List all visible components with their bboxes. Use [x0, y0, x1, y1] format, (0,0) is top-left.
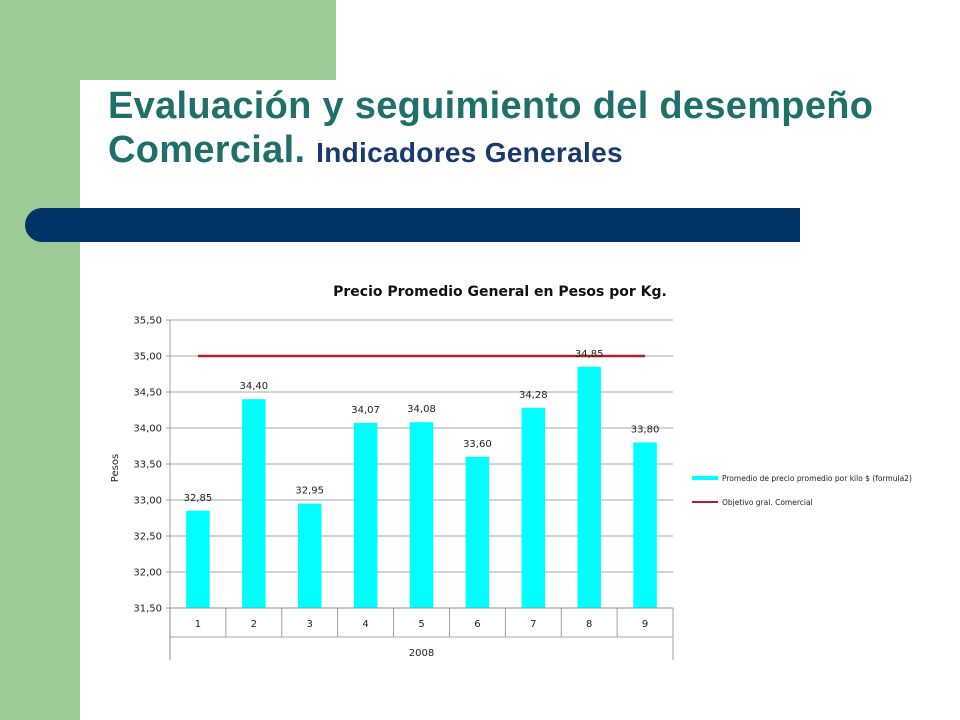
y-axis-title: Pesos	[110, 454, 121, 482]
y-tick-label: 34,50	[133, 388, 162, 399]
legend-item-target: Objetivo gral. Comercial	[692, 496, 912, 508]
x-tick-label: 8	[586, 619, 592, 630]
decorative-green-sidebar	[0, 0, 80, 720]
axis-layer: 31,50 32,00 32,50 33,00 33,50 34,00 34,50 35,00…	[110, 316, 674, 660]
decorative-white-tab	[80, 80, 336, 160]
data-label: 34,85	[575, 349, 604, 360]
slide-title-sub: Indicadores Generales	[316, 137, 623, 168]
data-label: 32,85	[184, 493, 213, 504]
y-tick-label: 34,00	[133, 424, 162, 435]
y-tick-label: 33,00	[133, 496, 162, 507]
data-label: 33,60	[463, 439, 492, 450]
bar	[297, 503, 322, 608]
bar	[242, 399, 266, 608]
data-label: 34,08	[407, 404, 436, 415]
bars-layer	[186, 366, 657, 608]
x-tick-label: 5	[418, 619, 424, 630]
bar	[633, 442, 657, 608]
y-tick-label: 32,00	[133, 568, 162, 579]
legend-swatch-bars	[692, 476, 718, 480]
bar	[186, 510, 210, 608]
data-label: 33,80	[631, 424, 660, 435]
x-tick-label: 4	[362, 619, 368, 630]
x-tick-label: 2	[251, 619, 257, 630]
chart-legend: Promedio de precio promedio por kilo $ (…	[692, 472, 912, 520]
slide-title-main: Evaluación y seguimiento del desempeño C…	[108, 85, 874, 171]
legend-swatch-target	[692, 501, 718, 503]
x-tick-label: 9	[642, 619, 648, 630]
chart-title: Precio Promedio General en Pesos por Kg.	[333, 284, 667, 300]
legend-label-bars: Promedio de precio promedio por kilo $ (…	[722, 473, 912, 483]
decorative-navy-bar	[25, 208, 800, 242]
bar	[521, 407, 546, 608]
bar	[353, 422, 378, 608]
slide-title: Evaluación y seguimiento del desempeño C…	[108, 84, 948, 175]
x-tick-label: 1	[195, 619, 201, 630]
data-label: 34,07	[351, 405, 380, 416]
y-tick-label: 32,50	[133, 532, 162, 543]
legend-item-bars: Promedio de precio promedio por kilo $ (…	[692, 472, 912, 484]
data-labels-layer: 32,85 34,40 32,95 34,07 34,08 33,60 34,28 34,85…	[184, 349, 660, 504]
bar	[465, 456, 490, 608]
y-tick-label: 35,00	[133, 352, 162, 363]
x-tick-label: 3	[307, 619, 313, 630]
x-tick-label: 7	[530, 619, 536, 630]
legend-label-target: Objetivo gral. Comercial	[722, 497, 813, 507]
decorative-green-top	[80, 0, 336, 80]
bar	[577, 366, 601, 608]
data-label: 34,28	[519, 390, 548, 401]
bar	[409, 422, 434, 608]
data-label: 32,95	[295, 486, 324, 497]
y-tick-label: 35,50	[133, 316, 162, 327]
x-tick-label: 6	[474, 619, 480, 630]
y-tick-label: 33,50	[133, 460, 162, 471]
data-label: 34,40	[240, 381, 269, 392]
x-axis-title: 2008	[409, 648, 434, 659]
y-tick-label: 31,50	[133, 604, 162, 615]
